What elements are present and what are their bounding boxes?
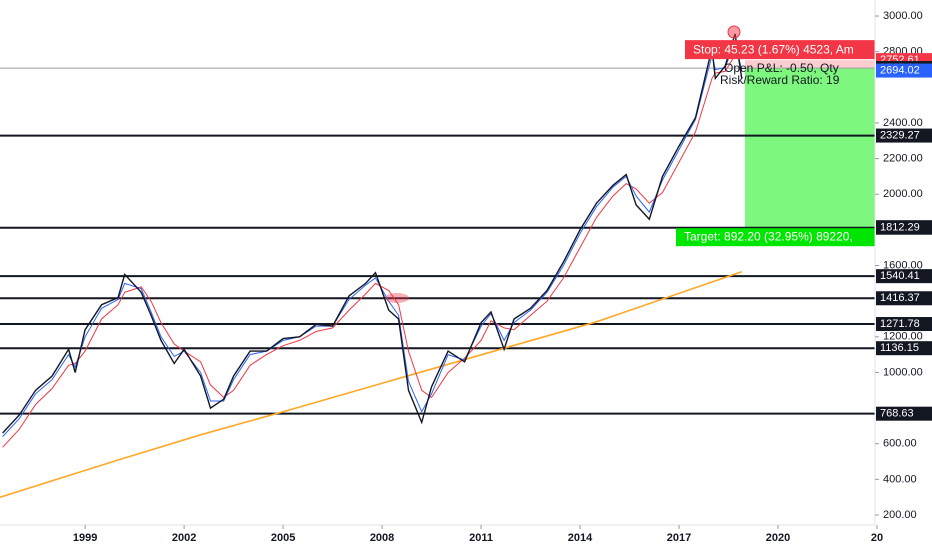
price-label-bg — [876, 63, 932, 78]
x-tick-label: 2017 — [667, 532, 691, 544]
highlight-circle — [727, 25, 741, 39]
target-zone — [745, 68, 875, 228]
price-label: 2694.02 — [880, 64, 920, 76]
series-line — [0, 271, 742, 498]
price-label: 2752.61 — [880, 54, 920, 66]
y-tick-label: 600.00 — [883, 438, 917, 450]
y-tick-label: 2200.00 — [883, 153, 923, 165]
price-label: 1540.41 — [880, 270, 920, 282]
stop-zone — [745, 60, 875, 69]
price-label: 2329.27 — [880, 129, 920, 141]
price-label-bg — [876, 128, 932, 143]
y-tick-label: 1000.00 — [883, 366, 923, 378]
stop-label: Stop: 45.23 (1.67%) 4523, Am — [693, 42, 854, 56]
stop-label-bg — [685, 40, 875, 60]
price-label-bg — [876, 406, 932, 421]
pnl-label: Open P&L: -0.50, Qty — [724, 61, 839, 75]
target-label-bg — [676, 228, 875, 247]
price-label: 1271.78 — [880, 318, 920, 330]
series-line — [2, 54, 742, 448]
y-tick-label: 2000.00 — [883, 188, 923, 200]
y-tick-label: 2400.00 — [883, 117, 923, 129]
price-label: 1812.29 — [880, 222, 920, 234]
x-tick-label: 2008 — [370, 532, 394, 544]
x-tick-label: 2002 — [172, 532, 196, 544]
price-label-bg — [876, 317, 932, 332]
x-axis-bg — [0, 525, 875, 550]
y-tick-label: 400.00 — [883, 473, 917, 485]
price-label-bg — [876, 269, 932, 284]
x-tick-label: 2005 — [271, 532, 295, 544]
rr-label: Risk/Reward Ratio: 19 — [720, 73, 840, 87]
target-label: Target: 892.20 (32.95%) 89220, — [684, 229, 853, 243]
x-tick-label: 20 — [871, 532, 883, 544]
y-tick-label: 3000.00 — [883, 10, 923, 22]
series-line — [2, 33, 743, 434]
y-tick-label: 200.00 — [883, 509, 917, 521]
x-tick-label: 1999 — [73, 532, 97, 544]
price-label-bg — [876, 220, 932, 235]
price-label: 768.63 — [880, 408, 914, 420]
price-label: 1136.15 — [880, 342, 919, 354]
y-tick-label: 1600.00 — [883, 259, 923, 271]
price-label-bg — [876, 291, 932, 306]
y-tick-label: 1200.00 — [883, 331, 923, 343]
highlight-mark — [385, 293, 409, 303]
x-tick-label: 2011 — [469, 532, 493, 544]
price-label-bg — [876, 341, 932, 356]
x-tick-label: 2020 — [766, 532, 790, 544]
x-tick-label: 2014 — [568, 532, 593, 544]
price-label: 1416.37 — [880, 292, 920, 304]
